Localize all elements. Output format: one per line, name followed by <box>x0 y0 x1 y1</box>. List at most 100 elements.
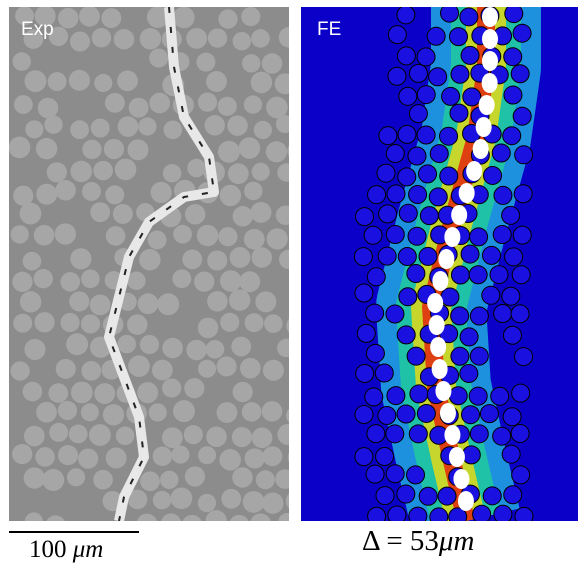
fiber <box>48 26 69 47</box>
fiber <box>461 405 481 425</box>
fiber <box>70 120 90 140</box>
fiber <box>207 250 228 271</box>
fiber <box>197 493 217 513</box>
fiber <box>162 378 182 398</box>
fiber <box>48 383 69 403</box>
fiber <box>514 506 534 521</box>
fiber <box>408 63 428 83</box>
fiber <box>70 381 93 404</box>
fiber <box>251 247 273 268</box>
crack-gap <box>107 7 216 521</box>
debond-void <box>451 205 468 225</box>
fiber <box>105 447 127 469</box>
displacement-value: 53 <box>409 525 439 557</box>
displacement-equals: = <box>379 525 410 557</box>
fiber <box>103 138 125 160</box>
fiber <box>24 70 47 93</box>
fiber <box>55 358 76 379</box>
fiber <box>365 303 385 323</box>
fiber <box>79 7 100 27</box>
fiber <box>157 293 180 316</box>
fiber <box>264 314 283 333</box>
fiber <box>207 28 228 48</box>
fiber <box>274 73 289 95</box>
fiber <box>512 225 532 245</box>
fiber <box>472 504 492 521</box>
fiber <box>437 486 457 506</box>
fiber <box>511 465 531 485</box>
fiber <box>140 471 160 492</box>
fiber <box>356 323 376 343</box>
fiber <box>469 346 489 366</box>
debond-void <box>438 249 455 269</box>
fiber <box>137 293 159 315</box>
fiber <box>221 488 242 509</box>
fiber <box>218 9 238 29</box>
fiber <box>218 227 238 247</box>
fiber <box>448 27 468 47</box>
fiber <box>479 404 499 424</box>
scale-bar-line <box>9 531 139 533</box>
fiber <box>242 54 261 73</box>
fiber <box>232 32 251 51</box>
fiber <box>396 7 416 25</box>
fiber <box>265 141 288 163</box>
fiber <box>483 165 503 185</box>
fiber <box>439 166 459 186</box>
fiber <box>459 327 479 347</box>
fiber <box>255 291 277 313</box>
fiber <box>396 325 416 345</box>
fiber <box>286 318 289 333</box>
fiber <box>227 163 249 185</box>
fiber <box>512 23 532 43</box>
fiber <box>232 467 253 488</box>
fiber <box>23 467 46 489</box>
fiber <box>162 337 183 359</box>
fiber <box>139 334 160 355</box>
fiber <box>127 139 149 161</box>
fiber <box>105 185 125 205</box>
fiber <box>385 143 405 163</box>
fiber <box>261 401 283 422</box>
fiber <box>450 64 470 84</box>
fiber <box>196 224 219 247</box>
fiber <box>88 424 111 447</box>
fiber <box>364 387 384 407</box>
fiber <box>117 334 136 354</box>
fiber <box>244 181 263 201</box>
fiber <box>386 386 406 406</box>
fiber <box>262 359 284 381</box>
fiber <box>406 346 426 366</box>
fiber <box>385 224 405 244</box>
fiber <box>117 70 138 92</box>
fiber <box>503 485 523 505</box>
fiber <box>377 405 397 425</box>
fiber <box>493 504 513 521</box>
fiber <box>10 361 30 381</box>
debond-void <box>482 51 498 71</box>
fiber <box>278 27 289 48</box>
fiber <box>459 363 479 383</box>
fiber <box>493 185 513 205</box>
fiber <box>241 7 261 27</box>
fiber <box>80 314 101 334</box>
fiber <box>127 314 148 335</box>
debond-void <box>431 359 448 379</box>
fiber <box>416 403 436 423</box>
fiber <box>219 184 242 207</box>
fiber <box>170 487 193 510</box>
fiber <box>238 137 261 159</box>
debond-void <box>457 491 474 511</box>
fiber <box>23 29 44 49</box>
debond-void <box>432 271 449 291</box>
fiber <box>217 140 240 163</box>
fiber <box>105 226 126 246</box>
fiber <box>216 402 238 423</box>
fiber <box>468 265 488 285</box>
fiber <box>278 513 289 521</box>
fiber <box>37 97 59 119</box>
fiber <box>385 304 405 324</box>
fiber <box>23 425 45 447</box>
debond-void <box>472 139 489 159</box>
fiber <box>385 424 405 444</box>
